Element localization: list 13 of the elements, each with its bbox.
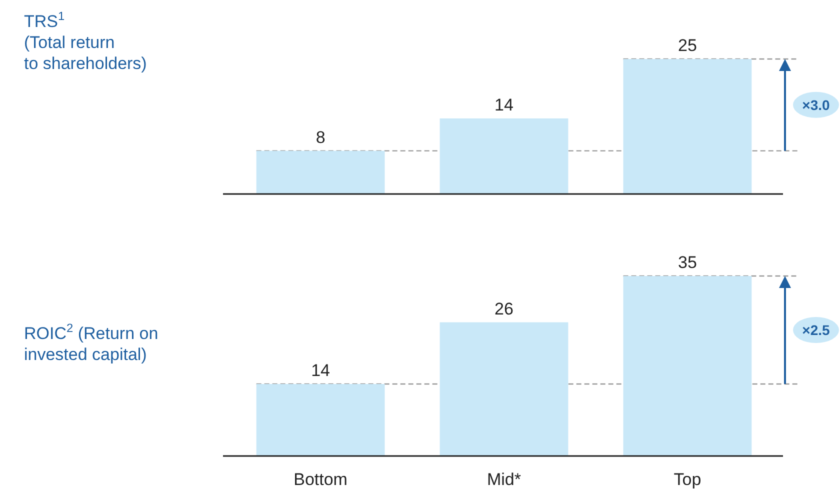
x-tick-label: Mid* xyxy=(486,470,522,489)
data-label: 26 xyxy=(494,299,514,318)
data-label: 35 xyxy=(678,253,697,272)
x-tick-label: Top xyxy=(674,470,702,489)
text: ROIC$^{2}$ (Return on invested capital) xyxy=(24,321,158,364)
text: ×2.5 xyxy=(802,322,830,338)
text: ×3.0 xyxy=(802,96,830,113)
data-label: 8 xyxy=(316,128,326,147)
text: TRS$^{1}$ (Total return to shareholders) xyxy=(24,9,147,73)
x-tick-label: Bottom xyxy=(294,470,348,489)
data-label: 14 xyxy=(494,95,514,114)
data-label: 14 xyxy=(311,361,330,380)
data-label: 25 xyxy=(678,36,697,55)
